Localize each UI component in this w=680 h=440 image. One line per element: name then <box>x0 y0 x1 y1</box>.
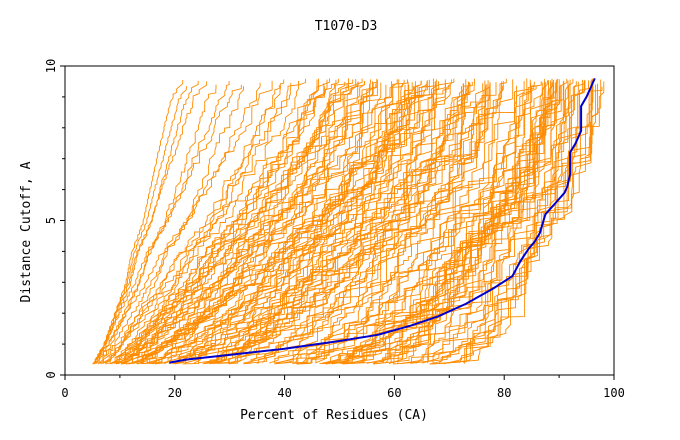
model-curve <box>92 80 184 365</box>
model-curve <box>443 80 592 365</box>
model-curve <box>198 79 430 364</box>
model-curve <box>422 79 583 364</box>
model-curve <box>215 79 437 364</box>
model-curve <box>128 85 419 365</box>
model-curve <box>117 79 328 364</box>
model-curve <box>136 81 392 365</box>
model-curve <box>344 80 569 365</box>
model-curve <box>94 80 273 365</box>
x-axis-label: Percent of Residues (CA) <box>240 408 428 423</box>
model-curve <box>115 79 357 364</box>
x-tick-label: 60 <box>387 386 401 400</box>
model-curve <box>393 85 562 364</box>
model-curve <box>322 78 528 365</box>
model-curve <box>124 84 280 364</box>
model-curve <box>172 81 439 365</box>
model-curve <box>274 82 491 365</box>
x-tick-label: 80 <box>497 386 511 400</box>
model-curve <box>102 78 307 364</box>
y-axis: 0 5 10 <box>44 59 65 379</box>
model-curve <box>104 79 285 364</box>
model-curve <box>126 83 377 365</box>
model-curve <box>350 80 548 364</box>
model-curve <box>203 82 497 365</box>
model-curve <box>95 81 230 364</box>
model-curve <box>392 81 579 365</box>
model-curve <box>182 83 447 365</box>
model-curve <box>322 85 554 365</box>
model-curve <box>228 87 487 365</box>
model-curve <box>275 84 535 364</box>
model-curve <box>388 81 577 365</box>
x-tick-label: 20 <box>168 386 182 400</box>
model-curve <box>296 82 532 365</box>
model-curve <box>234 84 451 365</box>
model-curve <box>432 79 594 364</box>
model-curve <box>112 81 299 364</box>
model-curve <box>146 81 436 364</box>
model-curve <box>209 83 403 365</box>
model-curve <box>274 81 535 365</box>
model-curve <box>140 78 349 364</box>
y-tick-label: 10 <box>44 59 58 73</box>
model-curve <box>164 82 359 365</box>
model-curve <box>114 78 331 365</box>
model-curve <box>325 80 551 364</box>
model-curve <box>99 82 261 364</box>
highlight-curve <box>169 77 596 364</box>
model-curve <box>400 79 571 365</box>
model-curve <box>429 79 593 365</box>
model-curve <box>295 81 542 364</box>
model-curve <box>301 85 504 364</box>
model-curve <box>392 82 569 364</box>
model-curve <box>351 79 545 364</box>
model-curve <box>261 82 470 364</box>
model-curve <box>380 79 574 364</box>
model-curve <box>210 79 453 364</box>
x-axis: 0 20 40 60 80 100 <box>61 375 625 400</box>
model-curve <box>174 78 434 365</box>
model-curve <box>193 79 408 364</box>
model-curve <box>100 82 292 364</box>
x-tick-label: 0 <box>61 386 68 400</box>
x-tick-label: 100 <box>603 386 625 400</box>
model-curve <box>280 78 507 364</box>
y-axis-label: Distance Cutoff, A <box>19 161 34 302</box>
chart-title: T1070-D3 <box>315 19 378 34</box>
model-curves <box>92 78 605 365</box>
model-curve <box>411 80 589 363</box>
model-curve <box>433 83 598 365</box>
model-curve <box>150 78 455 364</box>
x-tick-label: 40 <box>277 386 291 400</box>
y-tick-label: 0 <box>44 371 58 378</box>
y-tick-label: 5 <box>44 217 58 224</box>
model-curve <box>415 79 586 364</box>
model-curve <box>410 81 586 364</box>
model-curve <box>243 80 525 365</box>
model-curve <box>151 79 372 365</box>
model-curve <box>123 78 339 364</box>
model-curve <box>93 81 208 364</box>
model-curve <box>168 86 462 365</box>
model-curve <box>243 86 491 365</box>
model-curve <box>116 79 318 365</box>
model-curve <box>256 80 486 364</box>
model-curve <box>175 78 476 365</box>
model-curve <box>319 80 557 365</box>
model-curve <box>92 86 187 365</box>
highlight-series-line <box>169 77 596 364</box>
model-curve <box>292 82 543 364</box>
model-curve <box>139 81 365 364</box>
model-curve <box>148 82 436 364</box>
model-curve <box>323 85 517 364</box>
